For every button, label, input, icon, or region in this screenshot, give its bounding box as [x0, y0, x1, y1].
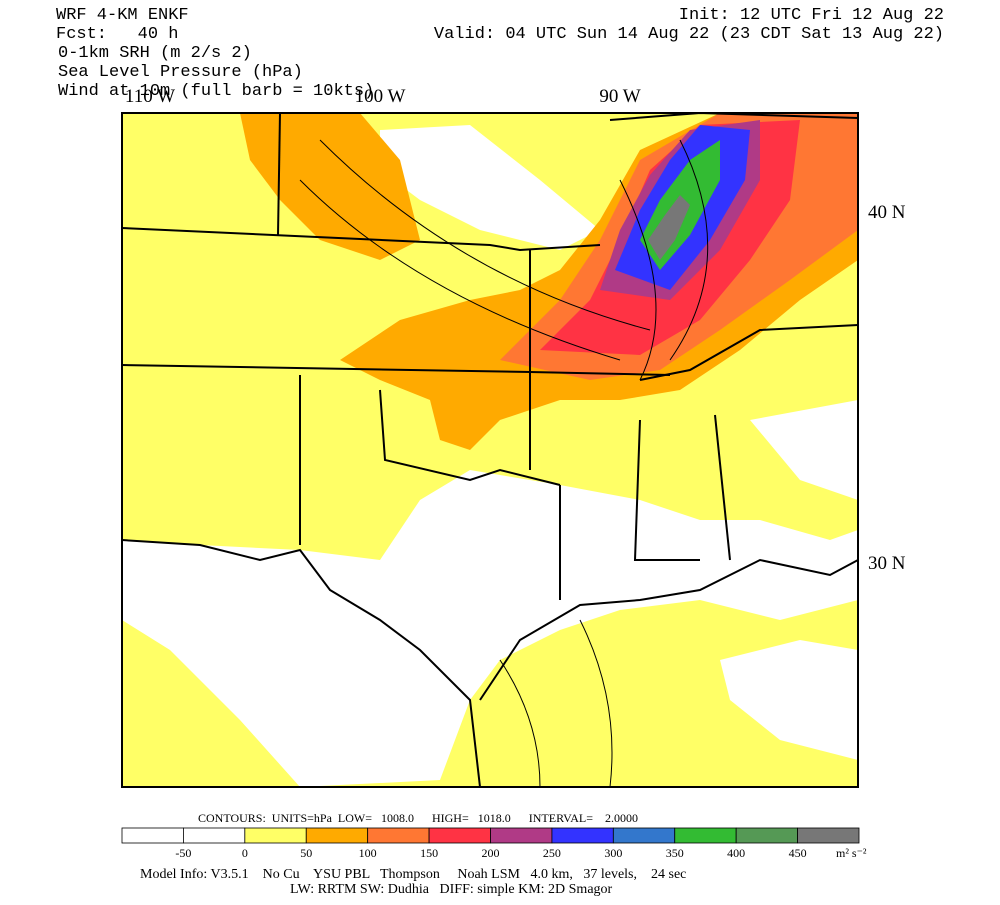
colorbar-box: [428, 827, 491, 844]
latitude-label: 30 N: [868, 553, 906, 574]
colorbar: -50 0 50 100 150 200 250 300 350 400 450: [121, 827, 860, 860]
model-name: WRF 4-KM ENKF: [56, 6, 189, 25]
model-info: LW: RRTM SW: Dudhia DIFF: simple KM: 2D …: [290, 882, 613, 897]
valid-time: Valid: 04 UTC Sun 14 Aug 22 (23 CDT Sat …: [434, 25, 944, 44]
map: [121, 111, 859, 788]
map-frame: [121, 112, 859, 788]
srh-band: [648, 195, 690, 260]
longitude-label: 100 W: [355, 86, 406, 107]
colorbar-box: [735, 827, 798, 844]
colorbar-box: [183, 827, 246, 844]
colorbar-label: 50: [300, 846, 312, 860]
field-label: Wind at 10m (full barb = 10kts): [58, 82, 374, 101]
colorbar-box: [305, 827, 369, 844]
colorbar-box: [121, 827, 184, 844]
init-time: Init: 12 UTC Fri 12 Aug 22: [679, 6, 944, 25]
colorbar-box: [367, 827, 430, 844]
pressure-contours: [299, 139, 709, 788]
colorbar-box: [551, 827, 614, 844]
colorbar-box: [244, 827, 307, 844]
colorbar-label: 250: [543, 846, 561, 860]
colorbar-label: 150: [420, 846, 438, 860]
colorbar-label: -50: [175, 846, 191, 860]
low-srh-area: [750, 400, 858, 500]
model-info: Model Info: V3.5.1 No Cu YSU PBL Thompso…: [140, 867, 686, 882]
low-srh-area: [720, 640, 858, 760]
colorbar-label: 0: [242, 846, 248, 860]
colorbar-units: m² s⁻²: [836, 846, 867, 860]
colorbar-box: [797, 827, 860, 844]
longitude-label: 90 W: [599, 86, 640, 107]
colorbar-label: 100: [359, 846, 377, 860]
colorbar-box: [674, 827, 737, 844]
contour-info: CONTOURS: UNITS=hPa LOW= 1008.0 HIGH= 10…: [198, 811, 638, 825]
forecast-hour: Fcst: 40 h: [56, 25, 178, 44]
colorbar-box: [490, 827, 553, 844]
state-borders: [121, 111, 859, 788]
longitude-label: 110 W: [125, 86, 175, 107]
field-label: Sea Level Pressure (hPa): [58, 63, 303, 82]
colorbar-label: 450: [789, 846, 807, 860]
colorbar-label: 200: [482, 846, 500, 860]
low-srh-area: [122, 470, 858, 787]
field-label: 0-1km SRH (m 2/s 2): [58, 44, 252, 63]
srh-band: [240, 113, 420, 260]
colorbar-box: [612, 827, 676, 844]
colorbar-label: 350: [666, 846, 684, 860]
colorbar-label: 400: [727, 846, 745, 860]
colorbar-label: 300: [604, 846, 622, 860]
latitude-label: 40 N: [868, 202, 906, 223]
low-srh-area: [380, 125, 600, 250]
